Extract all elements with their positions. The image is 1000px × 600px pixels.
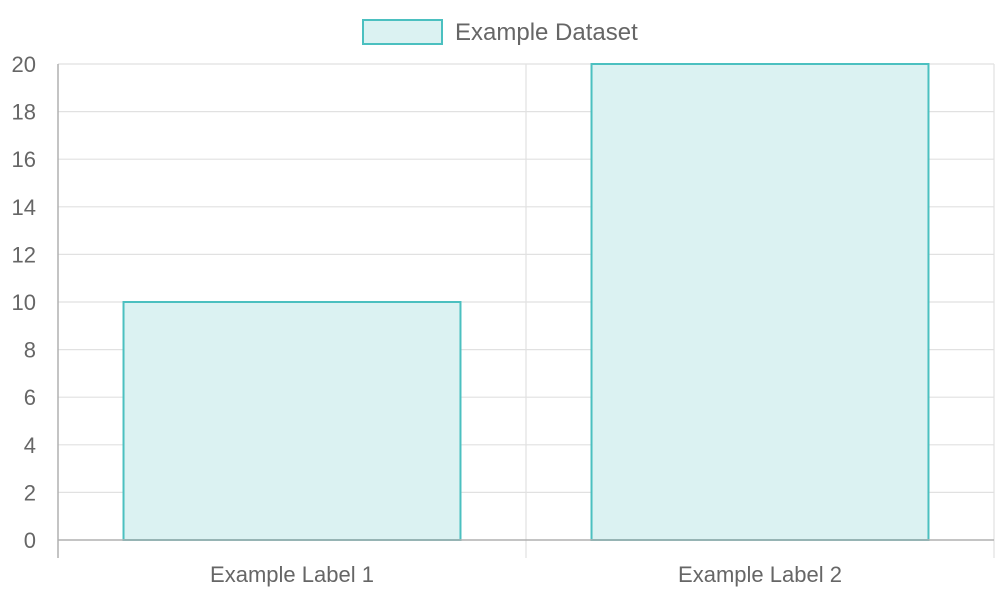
axes: 0 2 4 6 8 10 12 14 16 18 20 Example Label 1 Example … [12,52,994,587]
y-tick-label: 4 [24,433,36,458]
y-tick-label: 10 [12,290,36,315]
bar[interactable] [590,63,930,541]
x-tick-label: Example Label 2 [678,562,842,587]
y-tick-label: 2 [24,480,36,505]
y-tick-label: 14 [12,195,36,220]
legend[interactable]: Example Dataset [362,19,638,46]
bars [122,63,930,541]
y-tick-label: 12 [12,242,36,267]
y-tick-label: 18 [12,100,36,125]
legend-label[interactable]: Example Dataset [455,19,638,46]
y-tick-label: 0 [24,528,36,553]
y-tick-label: 20 [12,52,36,77]
y-tick-label: 8 [24,338,36,363]
bar[interactable] [122,301,462,541]
x-tick-label: Example Label 1 [210,562,374,587]
legend-swatch[interactable] [362,19,443,45]
y-tick-label: 16 [12,147,36,172]
y-tick-label: 6 [24,385,36,410]
